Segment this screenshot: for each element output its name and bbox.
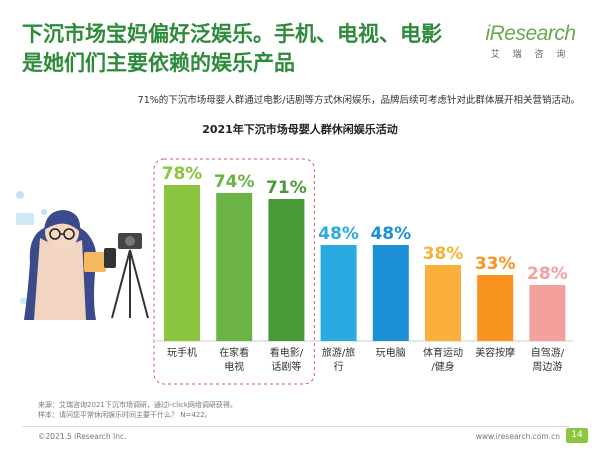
- value-label: 71%: [266, 178, 307, 198]
- source-line-1: 来源：艾瑞咨询2021下沉市场调研，通过i-click网络调研获得。: [38, 401, 237, 409]
- bar: [268, 199, 305, 341]
- footer-divider: [22, 426, 570, 427]
- category-label: 话剧等: [271, 360, 301, 373]
- chart-title: 2021年下沉市场母婴人群休闲娱乐活动: [202, 123, 398, 136]
- footer-source: 来源：艾瑞咨询2021下沉市场调研，通过i-click网络调研获得。 样本：请问…: [38, 400, 237, 420]
- tripod-icon: [111, 233, 149, 319]
- source-line-2: 样本：请问您平常休闲娱乐时间主要干什么？ N=422。: [38, 411, 212, 419]
- category-label: /健身: [431, 360, 454, 373]
- category-label: 玩电脑: [376, 346, 406, 359]
- brand-logo-text: iResearch: [485, 22, 576, 45]
- value-label: 33%: [475, 254, 516, 274]
- category-label: 旅游/旅: [322, 346, 355, 359]
- bar: [425, 265, 461, 341]
- category-label: 看电影/: [270, 346, 304, 359]
- value-label: 48%: [370, 224, 411, 244]
- category-label: 体育运动: [423, 346, 463, 359]
- value-label: 38%: [423, 244, 464, 264]
- category-label: 电视: [224, 360, 244, 373]
- copyright: ©2021.5 iResearch Inc.: [38, 432, 127, 441]
- bar: [529, 285, 566, 341]
- brand-cn-name: 艾 瑞 咨 询: [490, 50, 571, 60]
- headline-line-2: 是她们们主要依赖的娱乐产品: [22, 51, 295, 75]
- woman-figure: [24, 210, 116, 320]
- page-number: 14: [566, 428, 588, 443]
- category-label: 自驾游/: [531, 346, 565, 359]
- subtitle: 71%的下沉市场母婴人群通过电影/话剧等方式休闲娱乐，品牌后续可考虑针对此群体展…: [137, 95, 580, 106]
- category-label: 行: [334, 360, 344, 373]
- value-label: 28%: [527, 264, 568, 284]
- value-label: 74%: [214, 172, 255, 192]
- brand-logo: iResearch 艾 瑞 咨 询: [483, 22, 578, 60]
- category-label: 在家看: [219, 346, 249, 359]
- category-label: 周边游: [532, 360, 562, 373]
- bar: [477, 275, 514, 341]
- bar: [164, 185, 200, 341]
- value-label: 48%: [318, 224, 359, 244]
- bar: [320, 245, 357, 341]
- bar: [216, 193, 253, 341]
- category-label: 玩手机: [167, 346, 197, 359]
- category-label: 美容按摩: [475, 346, 515, 359]
- bar: [372, 245, 409, 341]
- highlight-box: [153, 158, 315, 385]
- value-label: 78%: [162, 164, 203, 184]
- website-link[interactable]: www.iresearch.com.cn: [475, 432, 560, 441]
- mother-illustration: [16, 191, 149, 320]
- headline-line-1: 下沉市场宝妈偏好泛娱乐。手机、电视、电影: [22, 22, 442, 46]
- headline: 下沉市场宝妈偏好泛娱乐。手机、电视、电影 是她们们主要依赖的娱乐产品: [22, 20, 492, 78]
